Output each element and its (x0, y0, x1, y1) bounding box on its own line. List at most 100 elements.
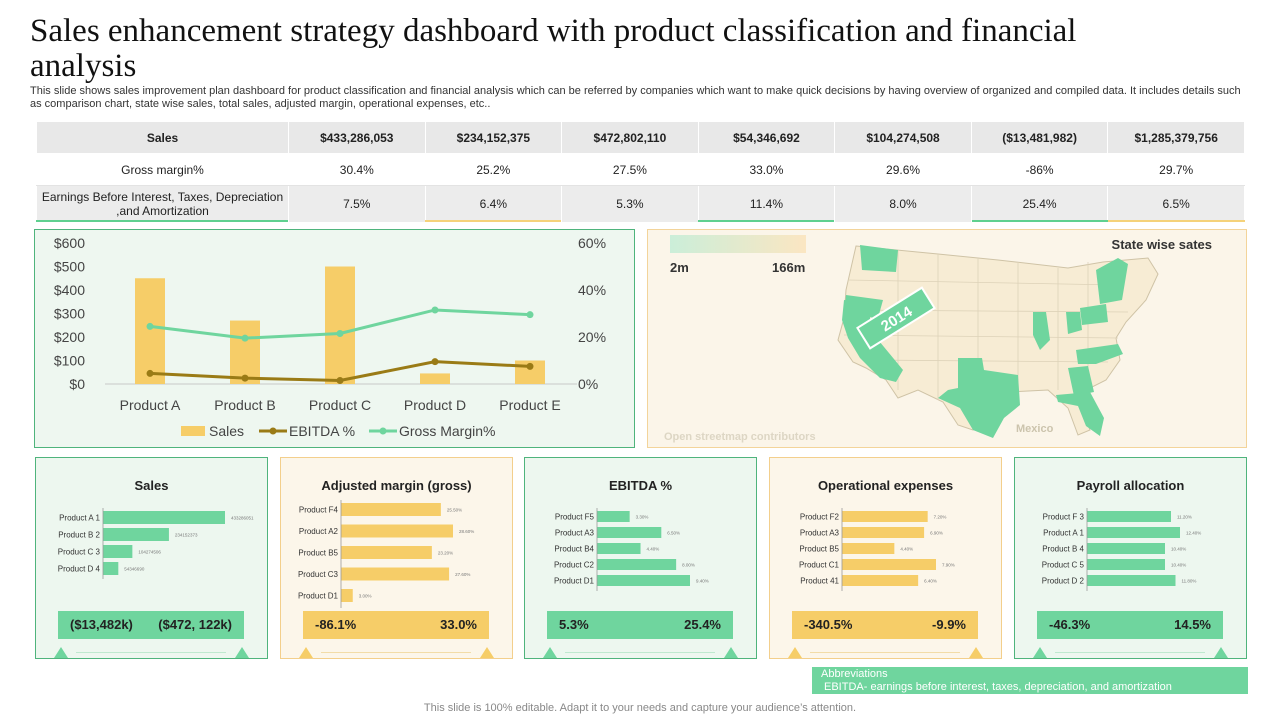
bar-value-label: 6.50% (667, 531, 680, 536)
bar-value-label: 7.90% (942, 563, 955, 568)
legend-label: EBITDA % (289, 423, 355, 439)
table-cell: 25.2% (424, 153, 563, 186)
card-footer: -46.3% 14.5% (1037, 611, 1223, 639)
bar-category-label: Product A 1 (59, 514, 100, 523)
bar-value-label: 3.00% (359, 594, 372, 599)
triangle-left-icon (543, 647, 557, 658)
legend-label: Sales (209, 423, 244, 439)
y-right-tick-label: 20% (578, 329, 606, 345)
bar-value-label: 54346690 (124, 567, 145, 572)
bar (103, 528, 169, 541)
page-title: Sales enhancement strategy dashboard wit… (30, 13, 1077, 84)
footer-max-value: 33.0% (440, 617, 477, 632)
card-title: Sales (134, 478, 169, 493)
table-cell: 29.7% (1107, 153, 1245, 186)
triangle-left-icon (1033, 647, 1047, 658)
y-left-tick-label: $300 (54, 306, 85, 322)
legend-swatch-sales (181, 426, 205, 436)
footer-min-value: -46.3% (1049, 617, 1091, 632)
bar-value-label: 433286051 (231, 516, 254, 521)
triangle-right-icon (1214, 647, 1228, 658)
y-right-tick-label: 60% (578, 235, 606, 251)
state-pennsylvania (1080, 304, 1108, 325)
table-cell: 30.4% (288, 153, 426, 186)
mini-bar-chart: Product A 1 433286051 Product B 2 234152373… (58, 508, 254, 579)
bar-category-label: Product C 5 (1042, 561, 1085, 570)
table-cell: 5.3% (561, 185, 699, 223)
y-right-tick-label: 40% (578, 282, 606, 298)
bar-category-label: Product D 4 (58, 565, 101, 574)
y-left-tick-label: $400 (54, 282, 85, 298)
bar (1087, 575, 1176, 586)
bar-value-label: 11.80% (1182, 579, 1197, 584)
mini-bar-chart: Product F5 3.30% Product A3 6.50% Product B4… (554, 508, 709, 591)
legend-swatch-gross-margin-point (379, 427, 387, 435)
footer-min-value: 5.3% (559, 617, 589, 632)
range-line (810, 652, 960, 653)
bar-category-label: Product B 4 (1042, 545, 1084, 554)
table-cell: 29.6% (834, 153, 972, 186)
bar (597, 559, 677, 570)
bar (842, 511, 928, 522)
range-line (321, 652, 471, 653)
table-cell: -86% (970, 153, 1109, 186)
mini-bar-chart: Product F4 25.50% Product A2 28.60% Product … (298, 500, 474, 608)
summary-table: Sales $433,286,053 $234,152,375 $472,802… (36, 121, 1245, 223)
y-left-tick-label: $600 (54, 235, 85, 251)
range-line (76, 652, 226, 653)
series-point (241, 334, 249, 342)
bar-category-label: Product D1 (298, 592, 339, 601)
series-point (431, 358, 439, 366)
card-footer: -86.1% 33.0% (303, 611, 489, 639)
bar-value-label: 27.60% (455, 572, 470, 577)
bar-value-label: 8.00% (682, 563, 695, 568)
card-adjusted-margin: Adjusted margin (gross) Product F4 25.50%… (280, 457, 513, 659)
footer-min-value: -86.1% (315, 617, 357, 632)
state-florida (1056, 392, 1104, 436)
bar-category-label: Product F4 (299, 506, 339, 515)
bar-value-label: 12.40% (1186, 531, 1201, 536)
bar-category-label: Product C1 (799, 561, 840, 570)
bar-value-label: 6.40% (924, 579, 937, 584)
mini-bar-chart: Product F2 7.20% Product A3 6.90% Product B5… (799, 508, 955, 591)
card-title: Operational expenses (817, 478, 954, 493)
card-title: Adjusted margin (gross) (321, 478, 472, 493)
series-point (526, 362, 534, 370)
bar-category-label: Product 41 (800, 577, 839, 586)
map-legend-gradient (670, 235, 806, 253)
bar-category-label: Product A 1 (1043, 529, 1084, 538)
bar-value-label: 10.40% (1171, 563, 1186, 568)
combo-chart: $600 $500 $400 $300 $200 $100 $0 60% 40% 20% 0% Pro… (54, 235, 606, 439)
map-legend-max: 166m (772, 260, 806, 275)
bar (341, 589, 353, 602)
y-left-tick-label: $0 (69, 376, 85, 392)
bar-value-label: 104274506 (138, 550, 161, 555)
map-title: State wise sates (1111, 237, 1212, 252)
bar (103, 562, 119, 575)
series-point (241, 374, 249, 382)
triangle-left-icon (788, 647, 802, 658)
x-tick-label: Product B (214, 397, 275, 413)
bar-value-label: 4.40% (900, 547, 913, 552)
bar (597, 575, 690, 586)
bar (1087, 543, 1165, 554)
table-cell: $234,152,375 (424, 121, 563, 154)
table-cell: $1,285,379,756 (1107, 121, 1245, 154)
bar-value-label: 234152373 (175, 533, 198, 538)
bar-category-label: Product A3 (800, 529, 840, 538)
bar-category-label: Product C2 (554, 561, 595, 570)
bar (341, 567, 450, 581)
bar-value-label: 9.40% (696, 579, 709, 584)
card-ebitda: EBITDA % Product F5 3.30% Product A3 6.50% P… (524, 457, 757, 659)
state-ohio (1066, 312, 1082, 334)
bar-category-label: Product B 2 (58, 531, 100, 540)
bar (341, 546, 432, 559)
y-left-tick-label: $200 (54, 329, 85, 345)
bar-category-label: Product A3 (555, 529, 595, 538)
bar-category-label: Product F 3 (1043, 513, 1085, 522)
x-tick-label: Product C (309, 397, 371, 413)
footer-max-value: ($472, 122k) (158, 617, 232, 632)
abbreviations-heading: Abbreviations (821, 668, 888, 680)
card-payroll-allocation: Payroll allocation Product F 3 11.20% Prod… (1014, 457, 1247, 659)
bar (597, 543, 641, 554)
